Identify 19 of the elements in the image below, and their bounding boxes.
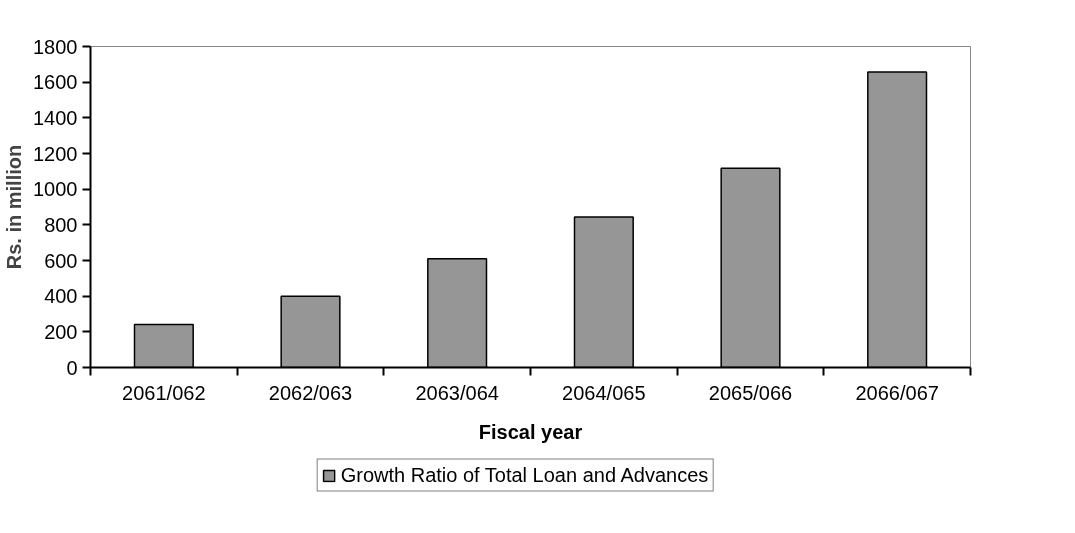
- x-tick-label: 2065/066: [708, 381, 793, 404]
- x-tick-label: 2063/064: [415, 381, 499, 404]
- y-tick-label: 800: [44, 213, 78, 236]
- y-tick-label: 1000: [33, 178, 78, 201]
- x-tick-label: 2064/065: [562, 381, 646, 404]
- y-tick-label: 0: [66, 356, 78, 379]
- y-axis-title: Rs. in million: [3, 144, 26, 270]
- legend-label: Growth Ratio of Total Loan and Advances: [340, 463, 709, 487]
- y-tick-label: 1600: [33, 71, 78, 94]
- y-tick-label: 1200: [33, 142, 78, 165]
- x-axis-title: Fiscal year: [478, 420, 583, 443]
- x-tick-label: 2062/063: [268, 381, 353, 404]
- y-tick-label: 400: [44, 285, 78, 308]
- x-tick-label: 2061/062: [122, 381, 206, 404]
- y-tick-label: 200: [44, 320, 78, 343]
- y-tick-label: 600: [44, 249, 78, 272]
- y-tick-label: 1400: [33, 106, 78, 129]
- x-tick-label: 2066/067: [855, 381, 939, 404]
- y-tick-label: 1800: [33, 35, 78, 58]
